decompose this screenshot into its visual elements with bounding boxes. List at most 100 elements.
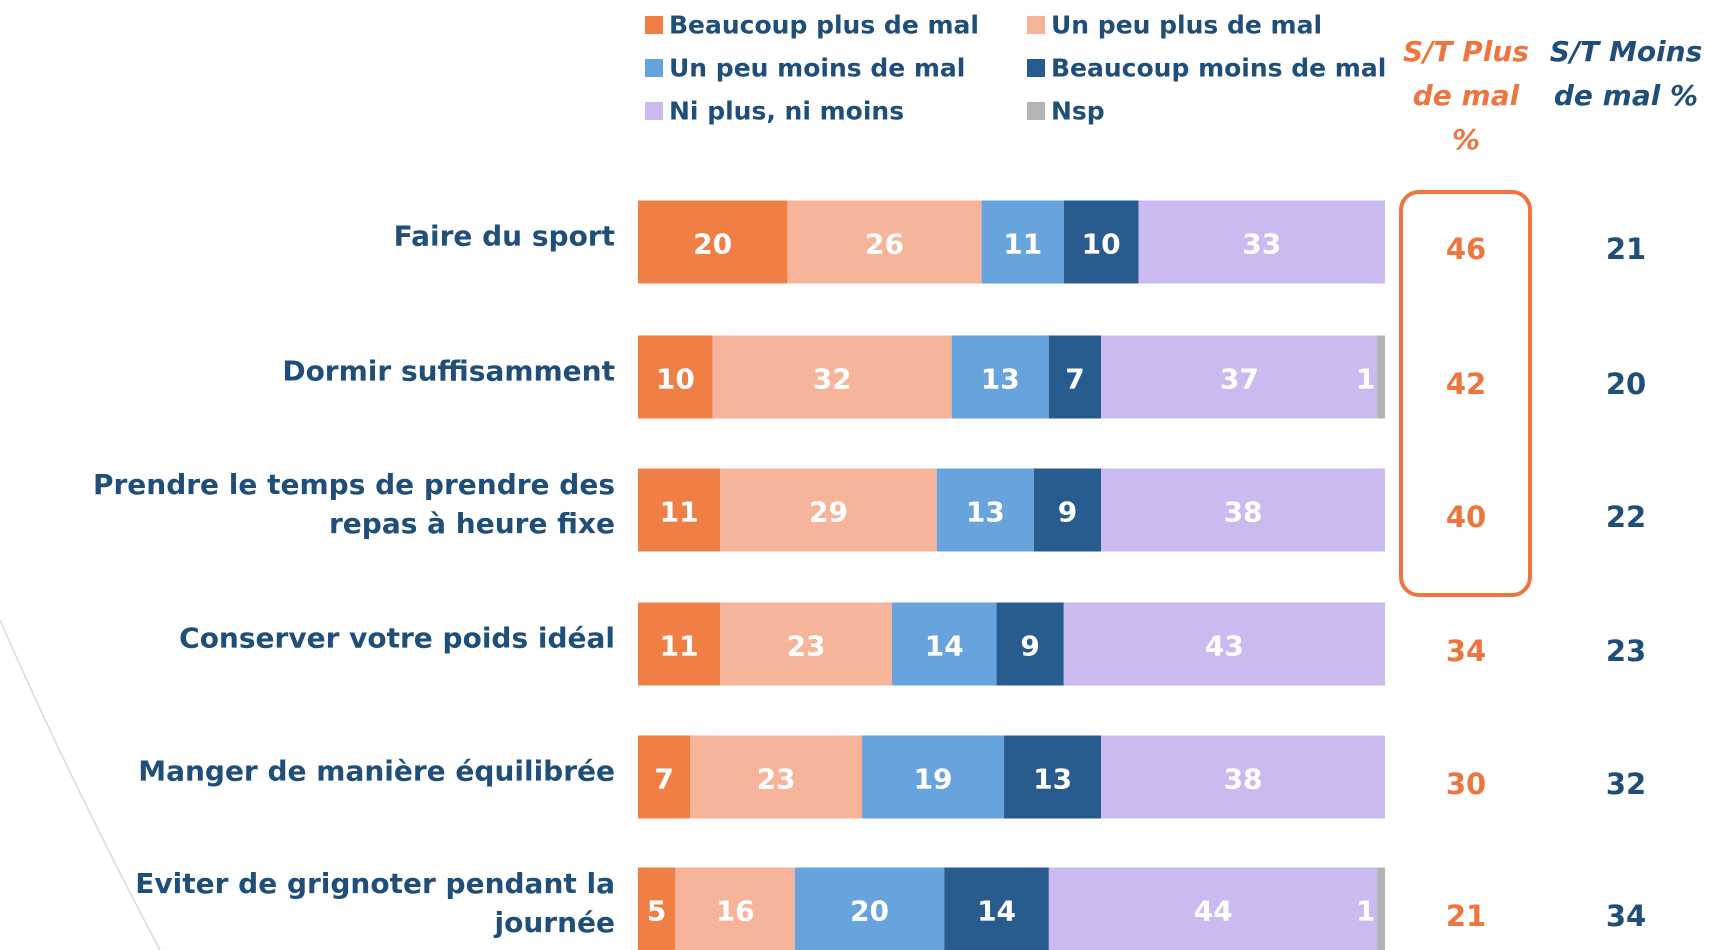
bar-value-label: 11 <box>1003 227 1043 261</box>
bar-segment <box>981 200 1064 284</box>
bar-value-label: 23 <box>756 762 796 796</box>
bar-value-label: 11 <box>659 629 699 663</box>
summary-value: 34 <box>1445 634 1487 668</box>
bar-segment <box>891 602 997 686</box>
bar-segment <box>794 867 945 950</box>
bar-value-label: 13 <box>980 362 1020 396</box>
bar-segment <box>712 335 952 419</box>
category-label: Eviter de grignoter pendant la journée <box>135 866 615 939</box>
bar-segment <box>1063 602 1385 686</box>
bar-value-label: 38 <box>1223 495 1263 529</box>
bar-segment <box>862 735 1005 819</box>
summary-value: 23 <box>1605 634 1647 668</box>
bar-value-label: 7 <box>1065 362 1085 396</box>
bar-value-label: 9 <box>1020 629 1040 663</box>
legend-swatch <box>1027 102 1045 120</box>
category-label: Conserver votre poids idéal <box>179 621 615 655</box>
decor-curve <box>0 619 161 950</box>
bar-segment <box>638 735 691 819</box>
legend-label: Beaucoup plus de mal <box>669 10 979 40</box>
bar-value-label: 10 <box>655 362 695 396</box>
bar-segment <box>1101 735 1385 819</box>
summary-value: 21 <box>1605 232 1647 266</box>
summary-value: 40 <box>1445 500 1487 534</box>
legend-swatch <box>645 59 663 77</box>
bar-value-label: 23 <box>786 629 826 663</box>
legend-label: Un peu moins de mal <box>669 53 966 83</box>
category-label: Prendre le temps de prendre des repas à … <box>92 467 615 540</box>
bar-value-label: 37 <box>1219 362 1259 396</box>
summary-value: 20 <box>1605 367 1647 401</box>
bar-value-label: 1 <box>1356 362 1376 396</box>
summary-header: S/T Plus de mal % <box>1403 35 1529 156</box>
bar-segment <box>1004 735 1102 819</box>
bar-segment <box>1033 468 1102 552</box>
bar-value-label: 44 <box>1193 894 1233 928</box>
bar-segment <box>638 867 676 950</box>
summary-value: 32 <box>1605 767 1647 801</box>
category-label: Faire du sport <box>393 219 615 253</box>
bar-segment <box>936 468 1034 552</box>
bar-value-label: 14 <box>977 894 1017 928</box>
bar-segment <box>638 200 788 284</box>
bar-segment <box>638 602 721 686</box>
bar-value-label: 1 <box>1356 894 1376 928</box>
summary-value: 34 <box>1605 899 1647 933</box>
bar-segment <box>1101 335 1378 419</box>
bar-segment <box>638 335 713 419</box>
legend-swatch <box>1027 16 1045 34</box>
summary-value: 22 <box>1605 500 1647 534</box>
bar-segment <box>720 602 892 686</box>
legend-swatch <box>645 16 663 34</box>
bar-value-label: 29 <box>809 495 848 529</box>
bar-value-label: 19 <box>913 762 953 796</box>
summary-value: 30 <box>1445 767 1487 801</box>
bar-value-label: 43 <box>1204 629 1244 663</box>
legend-label: Beaucoup moins de mal <box>1051 53 1387 83</box>
bar-value-label: 20 <box>850 894 890 928</box>
bar-value-label: 32 <box>812 362 852 396</box>
summary-value: 21 <box>1445 899 1487 933</box>
bar-segment <box>951 335 1049 419</box>
bar-segment <box>996 602 1064 686</box>
bar-segment <box>638 468 721 552</box>
bar-value-label: 13 <box>1033 762 1073 796</box>
bar-segment <box>1377 867 1385 950</box>
bar-value-label: 26 <box>865 227 904 261</box>
bar-value-label: 16 <box>715 894 755 928</box>
bar-value-label: 10 <box>1081 227 1121 261</box>
highlight-box <box>1399 190 1532 597</box>
bar-segment <box>690 735 863 819</box>
bar-segment <box>1377 335 1385 419</box>
bar-value-label: 33 <box>1242 227 1282 261</box>
category-label: Dormir suffisamment <box>282 354 615 388</box>
bar-segment <box>1063 200 1139 284</box>
summary-value: 46 <box>1445 232 1487 266</box>
bar-segment <box>1101 468 1385 552</box>
legend-swatch <box>1027 59 1045 77</box>
bar-value-label: 7 <box>654 762 674 796</box>
bar-segment <box>675 867 795 950</box>
summary-value: 42 <box>1445 367 1487 401</box>
bar-value-label: 13 <box>965 495 1005 529</box>
bar-value-label: 14 <box>924 629 964 663</box>
legend-label: Nsp <box>1051 96 1105 126</box>
bar-segment <box>1048 867 1378 950</box>
legend-label: Ni plus, ni moins <box>669 96 905 126</box>
bar-segment <box>787 200 982 284</box>
bar-value-label: 38 <box>1223 762 1263 796</box>
bar-segment <box>1138 200 1385 284</box>
bar-value-label: 5 <box>646 894 667 928</box>
bar-segment <box>720 468 937 552</box>
bar-segment <box>1048 335 1102 419</box>
category-label: Manger de manière équilibrée <box>138 754 615 788</box>
bar-value-label: 9 <box>1057 495 1078 529</box>
bar-segment <box>944 867 1049 950</box>
legend-label: Un peu plus de mal <box>1051 10 1323 40</box>
summary-header: S/T Moins de mal % <box>1549 35 1703 112</box>
legend-swatch <box>645 102 663 120</box>
bar-value-label: 20 <box>693 227 733 261</box>
bar-value-label: 11 <box>659 495 699 529</box>
